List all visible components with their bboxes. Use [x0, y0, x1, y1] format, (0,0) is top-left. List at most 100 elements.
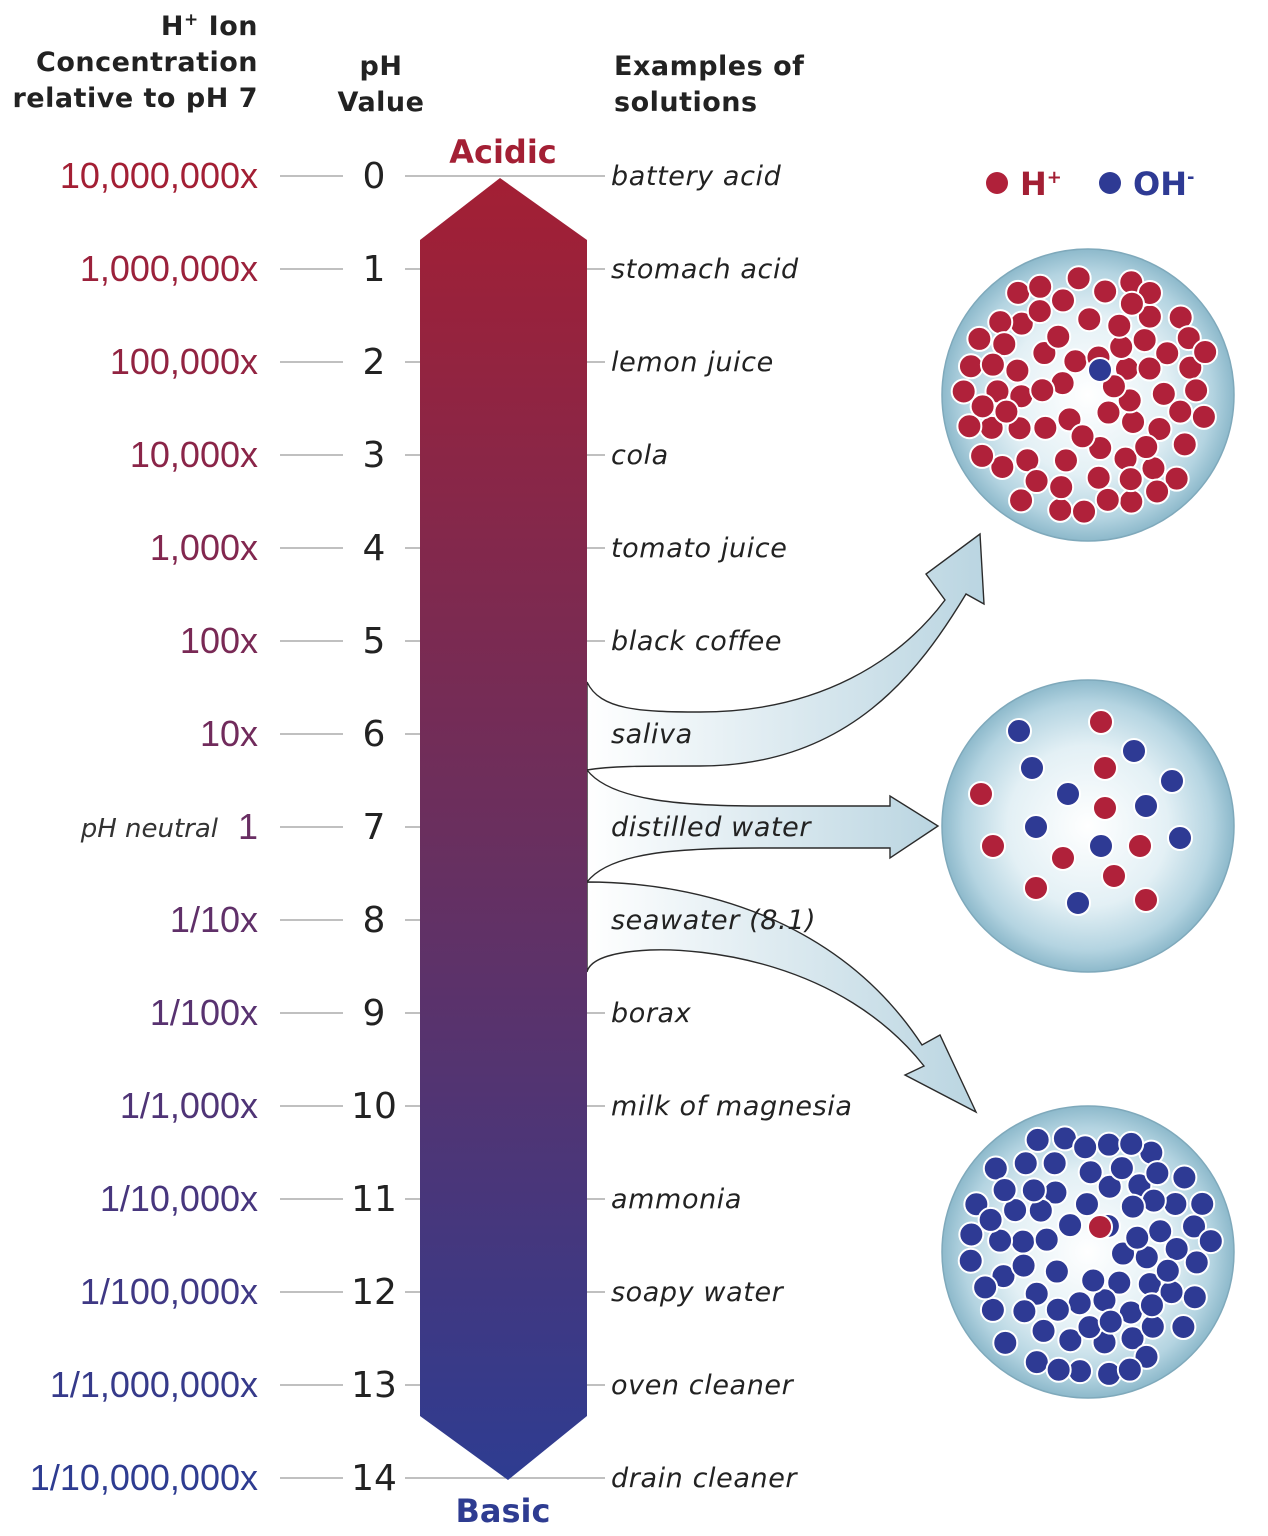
- ion-particle: [1029, 377, 1056, 404]
- ion-particle: [1119, 1325, 1146, 1352]
- ion-particle: [1066, 1290, 1093, 1317]
- ph-value-label: 1: [363, 249, 386, 290]
- concentration-label: 1/100,000x: [80, 1271, 258, 1312]
- ion-particle: [1050, 845, 1076, 871]
- concentration-label: 10,000,000x: [60, 155, 258, 196]
- ion-particle: [1118, 488, 1145, 515]
- ion-particle: [1019, 755, 1045, 781]
- example-solution-label: stomach acid: [611, 254, 799, 285]
- svg-text:H+: H+: [1020, 165, 1062, 203]
- ion-particle: [972, 1274, 999, 1301]
- ion-particle: [1183, 1249, 1210, 1276]
- ion-particle: [1023, 1349, 1050, 1376]
- ion-particle: [1009, 1228, 1036, 1255]
- ion-particle: [1088, 709, 1114, 735]
- ion-particle: [1045, 1356, 1072, 1383]
- ion-particle: [1121, 738, 1147, 764]
- ph-value-label: 4: [363, 528, 386, 569]
- concentration-label: 1,000,000x: [80, 248, 258, 289]
- examples-header: Examples of solutions: [614, 51, 804, 118]
- ion-particle: [957, 353, 984, 380]
- ph-value-label: 14: [351, 1458, 397, 1499]
- ion-particle: [1097, 1308, 1124, 1335]
- concentration-label: 1/1,000x: [120, 1085, 258, 1126]
- ion-particle: [1073, 1191, 1100, 1218]
- ion-particle: [1027, 273, 1054, 300]
- example-solution-label: lemon juice: [611, 347, 774, 378]
- concentration-label: 10,000x: [130, 434, 258, 475]
- ph-value-label: 12: [351, 1272, 397, 1313]
- ion-particle: [1047, 496, 1074, 523]
- concentration-label: 1/1,000,000x: [50, 1364, 258, 1405]
- ion-particle: [1069, 423, 1096, 450]
- ion-particle: [1100, 373, 1127, 400]
- concentration-label: 1/10x: [170, 899, 258, 940]
- example-solution-label: milk of magnesia: [611, 1091, 853, 1122]
- ion-particle: [1189, 1190, 1216, 1217]
- concentration-label: 10x: [200, 713, 258, 754]
- ion-particle: [1106, 1269, 1133, 1296]
- ion-particle: [989, 453, 1016, 480]
- example-solution-label: ammonia: [611, 1184, 742, 1215]
- concentration-label: 100,000x: [110, 341, 258, 382]
- arrow-to-acidic-sphere: [586, 532, 985, 771]
- ion-particle: [1077, 1159, 1104, 1186]
- ion-particle: [1183, 377, 1210, 404]
- ion-particle: [1076, 1314, 1103, 1341]
- example-solution-label: oven cleaner: [611, 1370, 795, 1401]
- ion-particle: [992, 1329, 1019, 1356]
- svg-text:solutions: solutions: [614, 87, 758, 118]
- ph-value-label: 10: [351, 1086, 397, 1127]
- ph-value-label: 6: [363, 714, 386, 755]
- ion-particle: [957, 1247, 984, 1274]
- example-solution-label: black coffee: [611, 626, 782, 657]
- ion-particle: [982, 1155, 1009, 1182]
- svg-text:Value: Value: [338, 87, 425, 118]
- oh-ion-legend-dot: [1099, 172, 1121, 194]
- svg-text:relative to pH 7: relative to pH 7: [12, 83, 258, 114]
- ion-particle: [1041, 1150, 1068, 1177]
- ion-particle: [966, 325, 993, 352]
- ion-particle: [1005, 279, 1032, 306]
- ion-particle: [1138, 1292, 1165, 1319]
- ion-particle: [987, 309, 1014, 336]
- ion-particle: [1057, 1212, 1084, 1239]
- ion-particle: [968, 781, 994, 807]
- ion-particle: [1095, 1131, 1122, 1158]
- ph-value-label: 3: [363, 435, 386, 476]
- example-solution-label: seawater (8.1): [611, 905, 816, 936]
- arrows: [586, 532, 985, 1114]
- ph-value-label: 7: [363, 807, 386, 848]
- basic-label: Basic: [456, 1492, 551, 1530]
- ion-particle: [1131, 327, 1158, 354]
- ion-particle: [1106, 312, 1133, 339]
- ion-particle: [1127, 833, 1153, 859]
- ion-particle: [1094, 486, 1121, 513]
- ion-particle: [1108, 333, 1135, 360]
- ion-particle: [1023, 814, 1049, 840]
- ion-particle: [1087, 357, 1113, 383]
- ion-particle: [1162, 1191, 1189, 1218]
- ion-particle: [993, 398, 1020, 425]
- ion-particle: [950, 378, 977, 405]
- ion-particle: [1124, 1224, 1151, 1251]
- ion-particle: [1065, 890, 1091, 916]
- ion-particle: [1175, 325, 1202, 352]
- ion-particle: [1088, 833, 1114, 859]
- ion-particle: [1181, 1284, 1208, 1311]
- ion-particle: [1096, 1360, 1123, 1387]
- ion-particle: [1010, 1252, 1037, 1279]
- ph-rows: 10,000,000x 0 battery acid 1,000,000x 1 stoma…: [30, 155, 853, 1499]
- ion-particle: [1163, 1235, 1190, 1262]
- ion-particle: [1002, 1197, 1029, 1224]
- ion-particle: [1146, 416, 1173, 443]
- acidic-solution-sphere: [941, 248, 1235, 542]
- ion-particle: [1024, 1126, 1051, 1153]
- ion-particle: [1092, 755, 1118, 781]
- concentration-label: 1/100x: [150, 992, 258, 1033]
- ion-particle: [1171, 1164, 1198, 1191]
- example-solution-label: saliva: [611, 719, 693, 750]
- ion-particle: [991, 1177, 1018, 1204]
- ion-particle: [1096, 1173, 1123, 1200]
